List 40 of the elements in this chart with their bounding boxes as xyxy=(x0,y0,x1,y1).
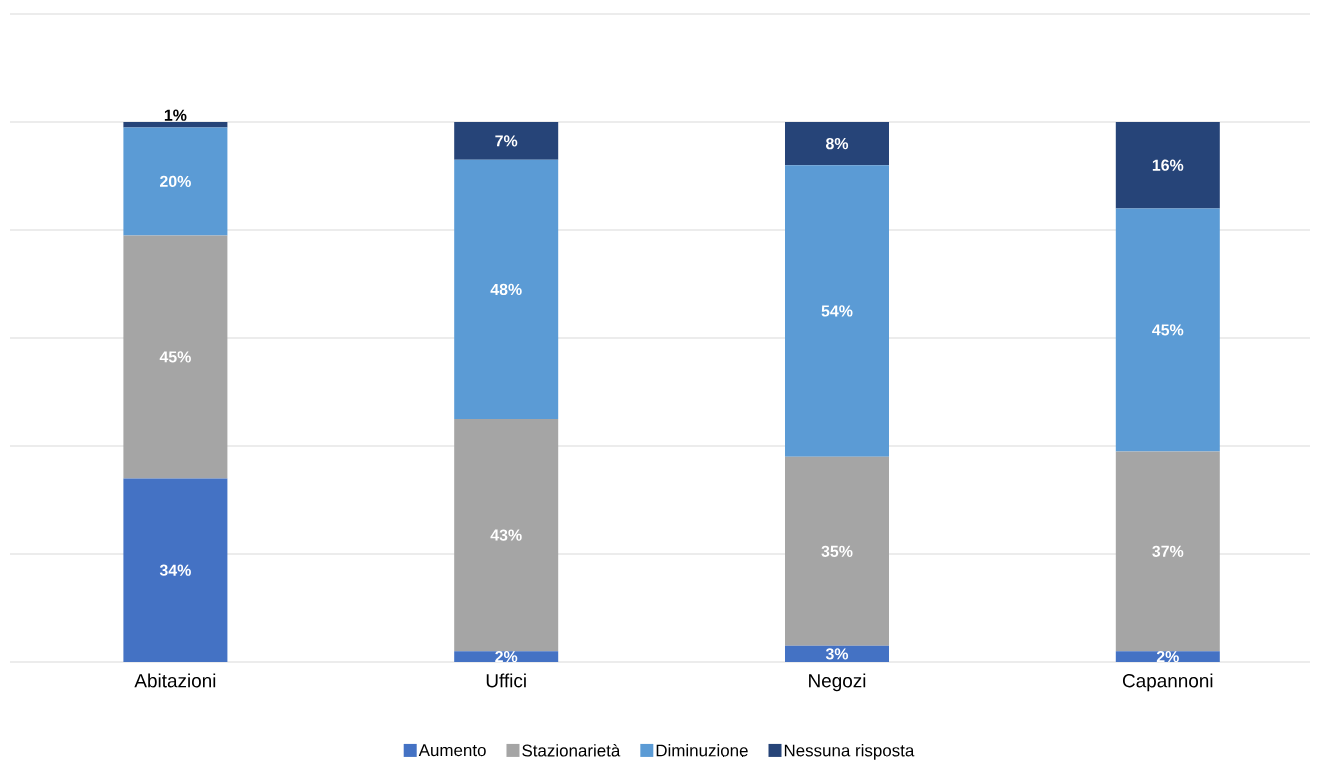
bar xyxy=(454,418,559,652)
bar xyxy=(123,127,228,236)
legend-label: Aumento xyxy=(418,744,486,757)
data-label: 37% xyxy=(1152,545,1184,557)
data-label: 54% xyxy=(821,305,853,317)
data-label: 20% xyxy=(160,175,191,188)
bar xyxy=(454,121,559,160)
data-label: 1% xyxy=(164,109,187,121)
data-label: 7% xyxy=(495,135,518,147)
legend-label: Stazionarietà xyxy=(522,743,621,757)
bar xyxy=(123,478,228,662)
data-label: 3% xyxy=(825,648,849,660)
bar xyxy=(123,235,228,479)
legend-label: Diminuzione xyxy=(656,744,748,757)
data-label: 45% xyxy=(159,351,191,363)
bar xyxy=(1115,651,1220,662)
legend-label: Nessuna risposta xyxy=(784,744,915,760)
data-label: 48% xyxy=(490,283,522,296)
data-label: 35% xyxy=(821,545,853,557)
bar xyxy=(785,456,889,646)
bar xyxy=(785,121,889,166)
bar xyxy=(123,121,228,128)
bar xyxy=(785,645,889,662)
bar xyxy=(785,165,889,457)
x-tick-label: Capannoni xyxy=(1122,673,1213,692)
data-label: 2% xyxy=(495,650,518,663)
x-tick-label: Abitazioni xyxy=(134,673,216,688)
x-tick-label: Negozi xyxy=(809,673,866,692)
data-label: 43% xyxy=(490,529,522,541)
bar xyxy=(454,159,559,419)
data-label: 34% xyxy=(159,564,191,576)
data-label: 45% xyxy=(1152,324,1184,336)
data-label: 8% xyxy=(825,137,849,150)
bar xyxy=(454,651,559,662)
data-label: 16% xyxy=(1152,159,1184,171)
bar xyxy=(1115,121,1220,209)
bar xyxy=(1115,208,1220,452)
data-label: 2% xyxy=(1156,650,1179,663)
x-tick-label: Uffici xyxy=(486,673,526,688)
bar xyxy=(1115,451,1220,652)
